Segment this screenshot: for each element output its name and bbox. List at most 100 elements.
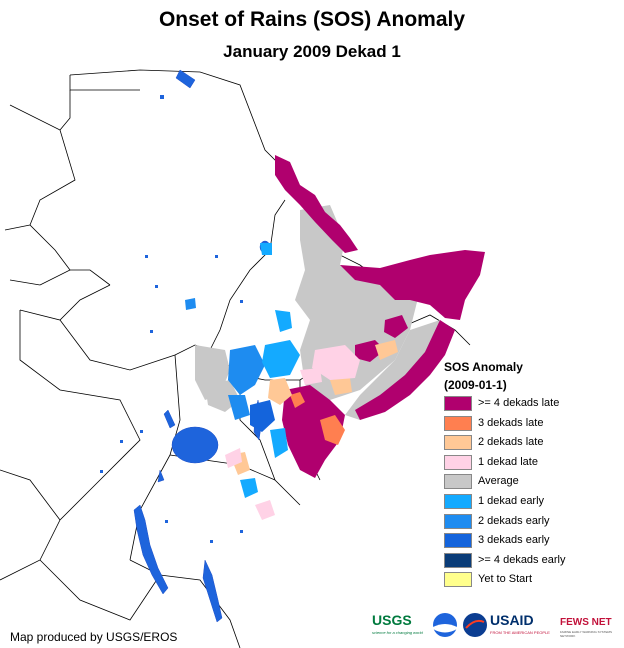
libya-egypt-border bbox=[69, 75, 140, 91]
legend-label: Yet to Start bbox=[478, 573, 533, 586]
zambia-border bbox=[39, 559, 161, 621]
tanzania-border bbox=[129, 454, 276, 561]
late4-somaliland bbox=[340, 250, 485, 320]
late3-patch2 bbox=[290, 392, 305, 408]
legend-label: >= 4 dekads late bbox=[478, 397, 560, 409]
early2-ethiopia-west bbox=[228, 345, 265, 395]
late4-somalia-coast bbox=[355, 320, 455, 420]
legend-swatch bbox=[444, 396, 472, 411]
egypt-coast bbox=[69, 69, 281, 166]
fewsnet-logo-text: FEWS NET bbox=[560, 617, 612, 628]
legend-label: >= 4 dekads early bbox=[478, 553, 566, 566]
usaid-logo-text: USAID bbox=[490, 612, 534, 628]
speckle bbox=[100, 470, 103, 473]
legend-item: 3 dekads late bbox=[442, 414, 622, 434]
lake-victoria bbox=[171, 426, 219, 464]
noaa-logo bbox=[432, 612, 458, 644]
west-border bbox=[0, 310, 141, 581]
late3-kenya bbox=[320, 415, 345, 445]
lake-tanganyika bbox=[133, 504, 169, 595]
map-title: Onset of Rains (SOS) Anomaly bbox=[158, 8, 466, 31]
chad-border bbox=[4, 224, 111, 286]
late1-tanzania bbox=[255, 500, 275, 520]
legend-label: 2 dekads late bbox=[478, 436, 544, 449]
legend-label: 2 dekads early bbox=[478, 514, 550, 527]
legend-swatch bbox=[444, 493, 472, 509]
late4-eritrea bbox=[275, 155, 358, 253]
legend-swatch bbox=[444, 533, 472, 549]
late1-kenya bbox=[300, 368, 322, 385]
early1-ethiopia bbox=[262, 340, 300, 378]
late1-south bbox=[225, 448, 242, 468]
legend-swatch bbox=[444, 435, 472, 451]
legend-swatch bbox=[444, 513, 472, 529]
speckle bbox=[160, 95, 164, 99]
speckle bbox=[120, 440, 123, 443]
legend-label: 3 dekads early bbox=[478, 534, 550, 547]
legend-label: 3 dekads late bbox=[478, 416, 544, 429]
car-border bbox=[19, 284, 111, 321]
lake-kivu bbox=[157, 469, 165, 483]
usgs-logo: USGS science for a changing world bbox=[372, 612, 428, 644]
legend-swatch bbox=[444, 474, 472, 490]
fewsnet-logo: FEWS NET FAMINE EARLY WARNING SYSTEMS NE… bbox=[560, 612, 620, 644]
legend-swatch bbox=[444, 552, 472, 568]
late2-kenya bbox=[330, 378, 352, 395]
egypt-sudan-border bbox=[9, 90, 71, 131]
early2-north bbox=[185, 298, 196, 310]
legend-item: >= 4 dekads early bbox=[442, 551, 622, 571]
legend-swatch bbox=[444, 415, 472, 431]
speckle bbox=[145, 255, 148, 258]
angola-border bbox=[0, 469, 61, 521]
usgs-logo-text: USGS bbox=[372, 612, 412, 628]
lake-malawi bbox=[202, 559, 223, 623]
legend: SOS Anomaly (2009-01-1) >= 4 dekads late… bbox=[442, 358, 622, 590]
legend-label: Average bbox=[478, 475, 519, 488]
red-sea-blue bbox=[175, 69, 196, 89]
speckle bbox=[155, 285, 158, 288]
legend-item: >= 4 dekads late bbox=[442, 394, 622, 414]
legend-item: 1 dekad late bbox=[442, 453, 622, 473]
nasa-logo bbox=[462, 612, 488, 644]
speckle bbox=[240, 300, 243, 303]
average-somalia-south bbox=[345, 320, 440, 420]
early1-kenya bbox=[270, 428, 288, 458]
early1-sudan bbox=[260, 243, 272, 255]
speckle bbox=[215, 255, 218, 258]
early2-uganda bbox=[228, 395, 250, 420]
speckles bbox=[100, 95, 243, 543]
speckle bbox=[150, 330, 153, 333]
legend-item: Yet to Start bbox=[442, 570, 622, 590]
sudan-west-border bbox=[29, 129, 76, 286]
legend-date: (2009-01-1) bbox=[444, 378, 507, 392]
legend-title: SOS Anomaly bbox=[444, 360, 523, 374]
legend-swatch bbox=[444, 572, 472, 588]
legend-item: 2 dekads late bbox=[442, 433, 622, 453]
legend-item: 3 dekads early bbox=[442, 531, 622, 551]
speckle bbox=[140, 430, 143, 433]
map-subtitle: January 2009 Dekad 1 bbox=[223, 42, 401, 61]
speckle bbox=[240, 530, 243, 533]
early3-kenya bbox=[250, 400, 275, 432]
fewsnet-tagline: FAMINE EARLY WARNING SYSTEMS NETWORK bbox=[560, 630, 612, 638]
early1-ethiopia2 bbox=[275, 310, 292, 332]
usgs-tagline: science for a changing world bbox=[372, 630, 423, 635]
map-credit: Map produced by USGS/EROS bbox=[10, 630, 178, 644]
water-bodies bbox=[133, 69, 271, 623]
lake-albert bbox=[163, 409, 176, 429]
speckle bbox=[165, 520, 168, 523]
legend-items: >= 4 dekads late 3 dekads late 2 dekads la… bbox=[442, 394, 622, 590]
legend-label: 1 dekad early bbox=[478, 494, 545, 507]
legend-item: 2 dekads early bbox=[442, 512, 622, 532]
speckle bbox=[210, 540, 213, 543]
legend-label: 1 dekad late bbox=[478, 455, 538, 468]
legend-item: 1 dekad early bbox=[442, 492, 622, 512]
late2-ethiopia bbox=[268, 378, 292, 405]
drc-border bbox=[59, 319, 211, 371]
early1-tanzania bbox=[240, 478, 258, 498]
late4-ethiopia-patch2 bbox=[384, 315, 408, 338]
anomaly-patches bbox=[185, 155, 485, 520]
usaid-tagline: FROM THE AMERICAN PEOPLE bbox=[490, 630, 550, 635]
late4-kenya bbox=[282, 385, 345, 478]
